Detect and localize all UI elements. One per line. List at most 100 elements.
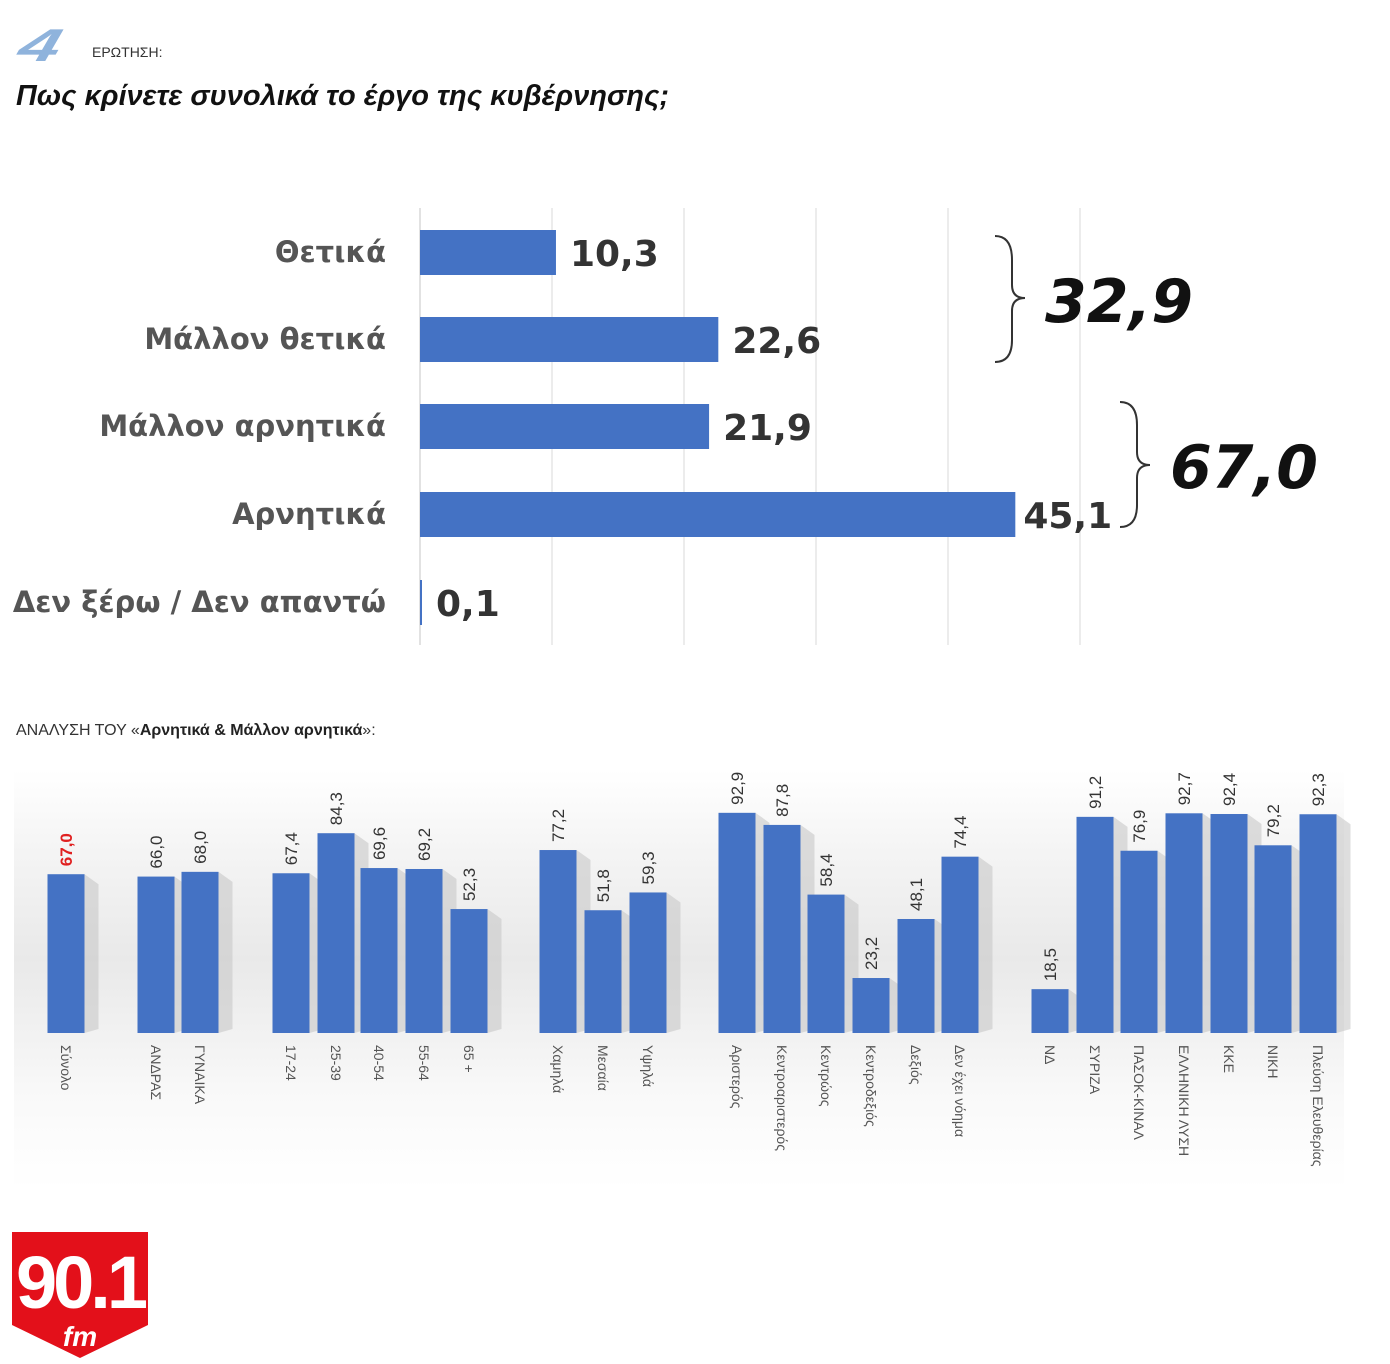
value-label: 92,7 xyxy=(1175,772,1194,805)
bar xyxy=(1210,814,1248,1033)
value-label: 22,6 xyxy=(732,321,821,362)
category-label: ΝΙΚΗ xyxy=(1265,1045,1281,1078)
category-label: ΕΛΛΗΝΙΚΗ ΛΥΣΗ xyxy=(1176,1045,1192,1156)
logo-text: 90.1 xyxy=(16,1241,147,1324)
bar xyxy=(181,871,219,1033)
bar xyxy=(420,230,556,275)
category-label: ΑΝΔΡΑΣ xyxy=(148,1045,164,1100)
value-label: 79,2 xyxy=(1264,804,1283,837)
category-label: Χαμηλά xyxy=(550,1045,566,1093)
radio-logo: 90.1 fm xyxy=(10,1230,150,1360)
subtitle-prefix: ΑΝΑΛΥΣΗ ΤΟΥ « xyxy=(16,722,140,739)
bar-shadow xyxy=(666,892,681,1033)
value-label: 68,0 xyxy=(191,831,210,864)
bar xyxy=(137,876,175,1033)
value-label: 91,2 xyxy=(1086,776,1105,809)
bar xyxy=(420,580,422,625)
total-negative-label: 67,0 xyxy=(1170,433,1318,503)
value-label: 0,1 xyxy=(436,584,500,625)
bar xyxy=(405,868,443,1033)
value-label: 69,6 xyxy=(370,827,389,860)
value-label: 58,4 xyxy=(817,853,836,886)
bar xyxy=(763,824,801,1033)
bar xyxy=(1254,845,1292,1033)
breakdown-subtitle: ΑΝΑΛΥΣΗ ΤΟΥ «Αρνητικά & Μάλλον αρνητικά»… xyxy=(16,722,376,740)
bar xyxy=(272,873,310,1033)
category-label: Μάλλον θετικά xyxy=(144,322,386,356)
brace-icon xyxy=(1119,401,1151,528)
bar xyxy=(450,909,488,1033)
category-label: Μάλλον αρνητικά xyxy=(99,409,386,443)
bar-shadow xyxy=(487,909,502,1033)
bar xyxy=(1165,813,1203,1033)
total-positive-label: 32,9 xyxy=(1045,267,1193,337)
category-label: Κεντρώος xyxy=(818,1045,834,1107)
category-label: Πλεύση Ελευθερίας xyxy=(1310,1045,1326,1167)
category-label: Μεσαία xyxy=(595,1045,611,1091)
bar xyxy=(1031,989,1069,1033)
bar xyxy=(420,404,710,449)
category-label: Αριστερός xyxy=(729,1045,745,1109)
value-label: 23,2 xyxy=(862,937,881,970)
category-label: 17-24 xyxy=(283,1045,299,1081)
bar xyxy=(360,868,398,1033)
question-label: ΕΡΩΤΗΣΗ: xyxy=(92,44,163,60)
value-label: 92,4 xyxy=(1220,773,1239,806)
bar xyxy=(1299,814,1337,1033)
category-label: ΝΔ xyxy=(1042,1045,1058,1064)
value-label: 67,4 xyxy=(282,832,301,865)
category-label: Σύνολο xyxy=(58,1045,74,1091)
value-label: 76,9 xyxy=(1130,810,1149,843)
category-label: ΓΥΝΑΙΚΑ xyxy=(192,1045,208,1105)
bar xyxy=(1120,850,1158,1033)
value-label: 66,0 xyxy=(147,835,166,868)
bar xyxy=(941,856,979,1033)
subtitle-bold: Αρνητικά & Μάλλον αρνητικά xyxy=(139,722,363,739)
category-label: Αρνητικά xyxy=(232,497,386,531)
category-label: 40-54 xyxy=(371,1045,387,1081)
value-label: 67,0 xyxy=(57,833,76,866)
bar xyxy=(629,892,667,1033)
bar xyxy=(420,317,719,362)
category-label: 55-64 xyxy=(416,1045,432,1081)
value-label: 69,2 xyxy=(415,828,434,861)
bar xyxy=(897,919,935,1033)
bar xyxy=(852,978,890,1033)
bar xyxy=(539,850,577,1033)
value-label: 10,3 xyxy=(570,234,659,275)
bar xyxy=(584,910,622,1033)
bar-shadow xyxy=(84,874,99,1033)
bar-shadow xyxy=(1336,814,1351,1033)
bar xyxy=(47,874,85,1033)
value-label: 52,3 xyxy=(460,868,479,901)
category-label: ΣΥΡΙΖΑ xyxy=(1087,1045,1103,1095)
logo-sub: fm xyxy=(63,1321,97,1352)
brace-icon xyxy=(994,235,1026,363)
value-label: 48,1 xyxy=(907,878,926,911)
value-label: 77,2 xyxy=(549,809,568,842)
value-label: 45,1 xyxy=(1023,496,1112,537)
category-label: 65 + xyxy=(461,1045,477,1073)
category-label: ΠΑΣΟΚ-ΚΙΝΑΛ xyxy=(1131,1045,1147,1141)
bar-shadow xyxy=(978,856,993,1033)
bar xyxy=(317,833,355,1033)
subtitle-suffix: »: xyxy=(362,722,376,739)
page-title: Πως κρίνετε συνολικά το έργο της κυβέρνη… xyxy=(16,80,669,112)
value-label: 51,8 xyxy=(594,869,613,902)
category-label: 25-39 xyxy=(328,1045,344,1081)
category-label: ΚΚΕ xyxy=(1221,1045,1237,1073)
value-label: 74,4 xyxy=(951,816,970,849)
bar-shadow xyxy=(218,871,233,1033)
category-label: Θετικά xyxy=(275,235,386,269)
value-label: 92,3 xyxy=(1309,773,1328,806)
value-label: 18,5 xyxy=(1041,948,1060,981)
category-label: Δεξιός xyxy=(908,1045,924,1085)
category-label: Δεν έχει νόημα xyxy=(952,1045,968,1137)
bar xyxy=(807,894,845,1033)
category-label: Κεντροδεξιός xyxy=(863,1045,879,1127)
value-label: 84,3 xyxy=(327,792,346,825)
category-label: Υψηλά xyxy=(640,1045,656,1087)
category-label: Δεν ξέρω / Δεν απαντώ xyxy=(13,585,386,619)
category-label: Κεντροαριστερός xyxy=(774,1045,790,1151)
